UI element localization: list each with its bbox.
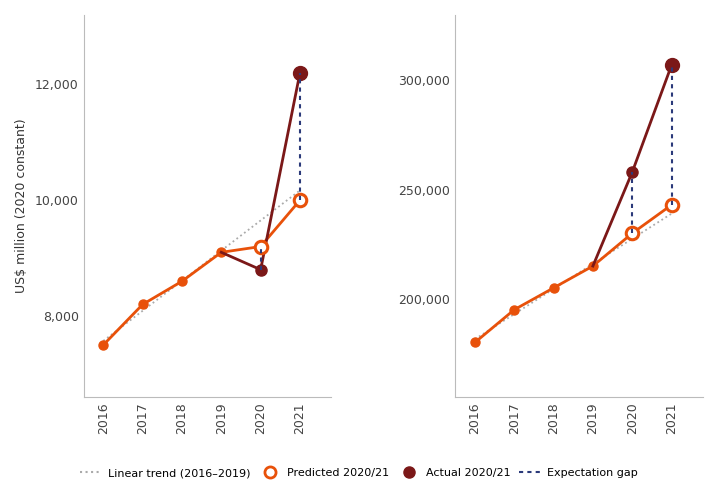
Legend: Linear trend (2016–2019), Predicted 2020/21, Actual 2020/21, Expectation gap: Linear trend (2016–2019), Predicted 2020… — [75, 463, 643, 483]
Y-axis label: US$ million (2020 constant): US$ million (2020 constant) — [15, 119, 28, 293]
